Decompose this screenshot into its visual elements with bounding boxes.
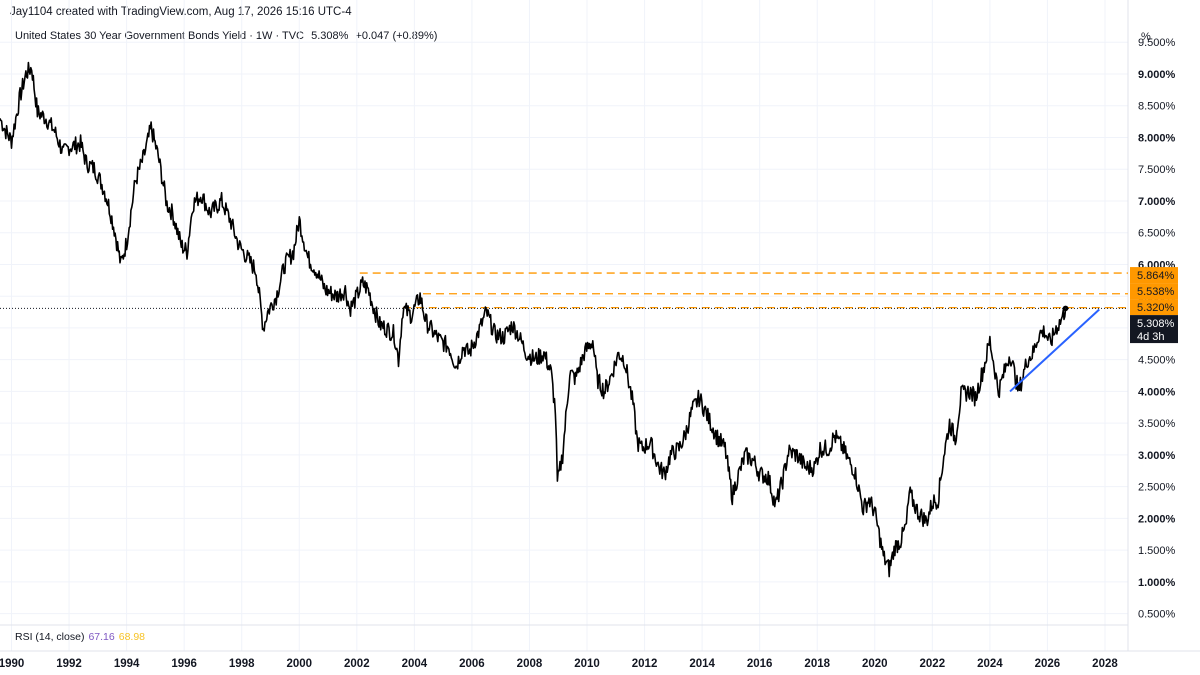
level-tag-label: 5.538% — [1137, 286, 1175, 298]
trendline[interactable] — [1009, 308, 1100, 393]
level-tag-label: 5.864% — [1137, 270, 1175, 282]
level-tag — [1130, 267, 1178, 284]
rsi-ma-value: 68.98 — [118, 631, 146, 643]
price-change: +0.047 (+0.89%) — [355, 30, 438, 42]
x-tick-label: 2028 — [1092, 658, 1118, 670]
x-tick-label: 1998 — [229, 658, 255, 670]
bar-countdown-label: 4d 3h — [1137, 331, 1165, 343]
price-axis-tags: 5.864% 5.538% 5.320% 5.308%4d 3h — [1130, 267, 1178, 344]
y-tick-label: 1.500% — [1138, 545, 1176, 557]
symbol-title[interactable]: United States 30 Year Government Bonds Y… — [15, 30, 305, 42]
x-tick-label: 2022 — [920, 658, 946, 670]
last-price-tag-label: 5.308% — [1137, 318, 1175, 330]
y-tick-label: 0.500% — [1138, 609, 1176, 621]
rsi-label: RSI (14, close) — [15, 631, 85, 643]
x-tick-label: 2010 — [574, 658, 600, 670]
rsi-legend[interactable]: RSI (14, close) 67.16 68.98 — [15, 631, 145, 643]
horizontal-levels[interactable] — [359, 272, 1128, 309]
symbol-legend[interactable]: United States 30 Year Government Bonds Y… — [15, 30, 441, 42]
level-tag — [1130, 299, 1178, 316]
x-tick-label: 2000 — [286, 658, 312, 670]
level-tag — [1130, 283, 1178, 300]
chart-attribution: Jay1104 created with TradingView.com, Au… — [10, 6, 352, 18]
x-tick-label: 2016 — [747, 658, 773, 670]
x-tick-label: 2008 — [517, 658, 543, 670]
yield-line[interactable] — [0, 61, 1067, 578]
y-tick-label: 7.000% — [1138, 196, 1176, 208]
x-tick-label: 1994 — [114, 658, 140, 670]
y-tick-label: 7.500% — [1138, 164, 1176, 176]
y-tick-label: 4.000% — [1138, 386, 1176, 398]
x-tick-label: 1990 — [0, 658, 24, 670]
y-tick-label: 6.500% — [1138, 228, 1176, 240]
y-tick-label: 9.000% — [1138, 69, 1176, 81]
x-tick-label: 2018 — [804, 658, 830, 670]
rsi-value: 67.16 — [88, 631, 115, 643]
x-tick-label: 2014 — [689, 658, 715, 670]
trendline-segment[interactable] — [1009, 308, 1100, 393]
x-tick-label: 2004 — [402, 658, 428, 670]
y-tick-label: 4.500% — [1138, 355, 1176, 367]
x-tick-label: 2012 — [632, 658, 658, 670]
x-tick-label: 2026 — [1035, 658, 1061, 670]
price-series[interactable] — [0, 61, 1128, 578]
x-tick-label: 1996 — [171, 658, 197, 670]
x-tick-label: 2006 — [459, 658, 485, 670]
y-tick-label: 8.000% — [1138, 132, 1176, 144]
y-tick-label: 8.500% — [1138, 101, 1176, 113]
x-tick-label: 2024 — [977, 658, 1003, 670]
x-tick-label: 2020 — [862, 658, 888, 670]
y-tick-label: 1.000% — [1138, 577, 1176, 589]
y-tick-label: 2.000% — [1138, 513, 1176, 525]
level-tag-label: 5.320% — [1137, 302, 1175, 314]
chart-grid — [0, 0, 1128, 651]
y-tick-label: 9.500% — [1138, 37, 1176, 49]
last-price-tag — [1130, 315, 1178, 344]
last-price: 5.308% — [311, 30, 349, 42]
x-tick-label: 1992 — [56, 658, 82, 670]
y-tick-label: 3.000% — [1138, 450, 1176, 462]
y-tick-label: 3.500% — [1138, 418, 1176, 430]
y-tick-label: 2.500% — [1138, 482, 1176, 494]
x-tick-label: 2002 — [344, 658, 370, 670]
price-scale-unit[interactable]: % — [1141, 31, 1151, 43]
time-axis[interactable]: 1990 1992 1994 1996 1998 2000 2002 2004 2006 2008… — [0, 658, 1118, 670]
